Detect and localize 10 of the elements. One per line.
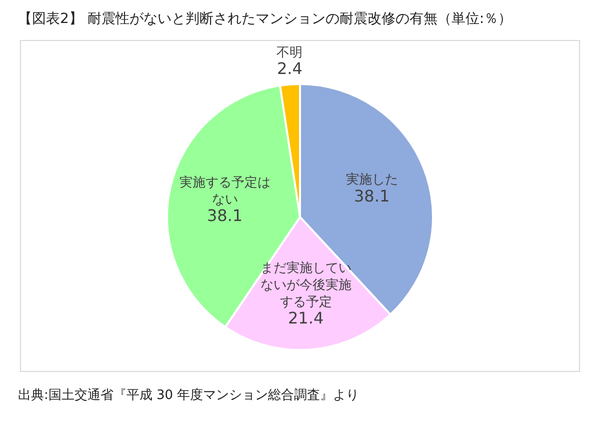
- slice-label: 不明: [276, 45, 303, 60]
- source-note: 出典:国土交通省『平成 30 年度マンション総合調査』より: [18, 387, 360, 404]
- slice-label: 実施する予定はない: [179, 174, 270, 208]
- data-label: 21.4: [288, 308, 324, 328]
- chart-title: 【図表2】 耐震性がないと判断されたマンションの耐震改修の有無（単位:％）: [18, 10, 514, 28]
- data-label: 38.1: [206, 206, 243, 226]
- data-label: 38.1: [354, 186, 390, 206]
- slice-label: まだ実施していないが今後実施する予定: [260, 260, 352, 310]
- data-label: 2.4: [276, 59, 302, 78]
- slice-label: 実施した: [346, 172, 398, 188]
